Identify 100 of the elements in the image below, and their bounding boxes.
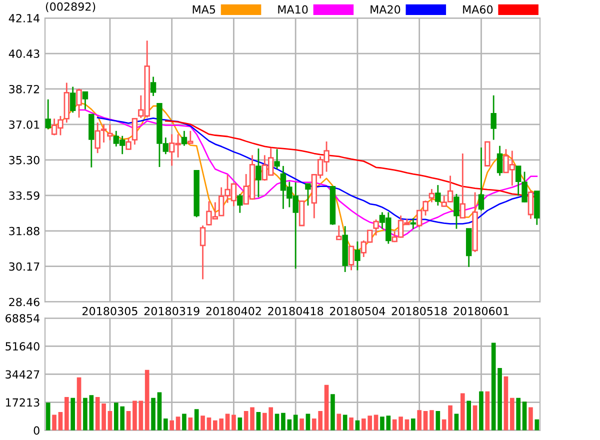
chart-title: (002892) — [46, 2, 96, 12]
bar — [460, 393, 465, 430]
bar — [238, 418, 242, 430]
bar — [163, 418, 168, 430]
candlestick — [181, 130, 188, 147]
candlestick — [237, 193, 243, 214]
candlestick — [70, 86, 76, 114]
y-tick-label: 37.01 — [9, 120, 40, 129]
candlestick — [354, 240, 360, 271]
y-tick-label: 34427 — [6, 370, 40, 379]
bar — [349, 418, 354, 430]
bar — [144, 370, 150, 430]
candlestick — [274, 148, 280, 170]
bar — [534, 419, 540, 430]
bar — [417, 410, 422, 430]
candlestick — [528, 190, 534, 220]
y-tick-label: 51640 — [6, 342, 40, 351]
candlestick — [454, 193, 460, 230]
candlestick — [132, 118, 138, 146]
y-tick-label: 68854 — [6, 314, 40, 322]
y-tick-label: 0 — [34, 426, 40, 435]
candlestick — [348, 246, 354, 271]
candlestick — [200, 224, 206, 280]
bar — [324, 384, 329, 430]
bar — [108, 410, 112, 430]
bar — [170, 420, 174, 430]
candlestick — [76, 88, 82, 118]
bar — [157, 392, 162, 430]
candlestick — [45, 98, 51, 130]
candlestick — [490, 94, 496, 141]
legend-label: MA20 — [370, 5, 400, 14]
x-tick-label: 20180518 — [392, 306, 447, 316]
x-tick-label: 20180319 — [144, 306, 200, 316]
bar — [466, 400, 472, 430]
bar — [516, 398, 521, 430]
candlestick — [305, 183, 311, 206]
bar — [528, 407, 533, 430]
bar — [485, 391, 490, 430]
y-tick-label: 30.17 — [9, 262, 40, 271]
candlestick — [150, 76, 156, 97]
bar — [300, 418, 304, 430]
bar — [225, 414, 230, 430]
bar — [330, 394, 335, 430]
bar — [306, 414, 310, 430]
bar — [58, 412, 63, 430]
y-tick-label: 28.46 — [9, 298, 40, 306]
candlestick — [336, 224, 342, 240]
bar — [76, 377, 82, 430]
candlestick — [188, 130, 194, 144]
bar — [200, 416, 205, 430]
bar — [479, 391, 484, 430]
y-tick-label: 42.14 — [8, 14, 40, 22]
candlestick — [428, 188, 435, 203]
bar — [151, 398, 156, 430]
x-tick-label: 20180504 — [330, 306, 386, 316]
y-tick-label: 40.43 — [8, 49, 40, 58]
bar — [52, 414, 56, 430]
bar — [126, 410, 131, 430]
x-tick-label: 20180305 — [82, 306, 138, 316]
y-tick-label: 38.72 — [9, 84, 40, 94]
legend-label: MA5 — [192, 5, 216, 14]
candlestick — [126, 136, 132, 150]
bar — [342, 414, 348, 430]
bar — [293, 414, 298, 430]
bar — [510, 398, 514, 430]
bar — [410, 418, 416, 430]
bar — [194, 409, 199, 430]
bar — [336, 414, 342, 430]
bar — [256, 412, 261, 430]
candlestick — [496, 145, 503, 176]
candlestick — [484, 141, 490, 166]
bar — [206, 418, 212, 430]
bar — [430, 410, 434, 430]
candlestick — [460, 152, 466, 219]
bar — [64, 396, 69, 430]
bar — [423, 410, 428, 430]
bar — [274, 414, 280, 430]
bar — [436, 410, 440, 430]
candlestick — [410, 218, 416, 230]
candlestick — [373, 218, 379, 236]
legend-label: MA60 — [463, 5, 493, 14]
bar — [176, 416, 180, 430]
candlestick — [107, 124, 113, 141]
y-tick-label: 35.30 — [9, 156, 40, 164]
y-tick-label: 31.88 — [9, 226, 40, 236]
x-tick-label: 20180601 — [454, 306, 508, 316]
bar — [70, 398, 76, 430]
y-tick-label: 33.59 — [9, 191, 40, 200]
x-tick-label: 20180418 — [268, 306, 324, 316]
bar — [232, 414, 236, 430]
candlestick — [256, 148, 262, 198]
y-tick-label: 17213 — [6, 398, 40, 407]
bar — [454, 414, 459, 430]
bar — [188, 418, 193, 430]
legend-label: MA10 — [278, 5, 308, 14]
bar — [522, 402, 527, 430]
x-tick-label: 20180402 — [206, 306, 261, 316]
bar — [182, 414, 186, 430]
bar — [46, 402, 50, 430]
bar — [504, 376, 508, 430]
